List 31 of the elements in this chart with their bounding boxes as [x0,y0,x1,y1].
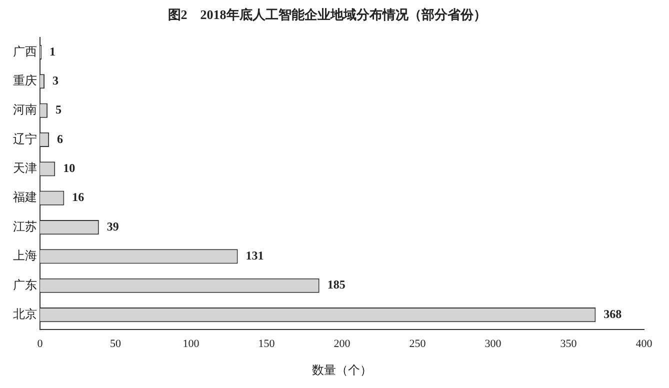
data-label: 3 [52,73,59,88]
x-tick-label: 200 [334,338,351,350]
x-tick-label: 250 [409,338,426,350]
data-label: 131 [246,248,264,263]
data-label: 5 [56,102,62,117]
y-tick-label: 北京 [13,306,37,321]
y-tick-label: 河南 [13,102,37,117]
y-tick-label: 重庆 [13,74,37,88]
data-label: 10 [63,161,76,176]
x-tick-label: 350 [560,338,578,350]
data-label: 6 [57,132,64,146]
y-tick-label: 福建 [13,190,37,204]
data-label: 16 [72,190,84,204]
x-tick-label: 300 [484,338,502,350]
y-tick-label: 上海 [13,248,37,263]
data-label: 368 [604,306,622,321]
y-tick-label: 辽宁 [13,132,37,146]
y-tick-label: 江苏 [13,219,37,234]
data-label: 1 [50,44,56,58]
chart-title: 图2 2018年底人工智能企业地域分布情况（部分省份） [168,7,486,22]
data-label: 39 [106,219,119,234]
data-label: 185 [327,278,346,292]
y-tick-label: 广东 [13,278,37,292]
y-tick-label: 广西 [13,44,37,58]
y-tick-label: 天津 [13,161,37,176]
x-tick-label: 100 [182,338,200,350]
x-tick-label: 400 [636,338,653,350]
x-tick-label: 50 [110,338,122,350]
x-axis-title: 数量（个） [312,362,372,377]
x-tick-label: 150 [258,338,276,350]
x-tick-label: 0 [37,338,44,350]
